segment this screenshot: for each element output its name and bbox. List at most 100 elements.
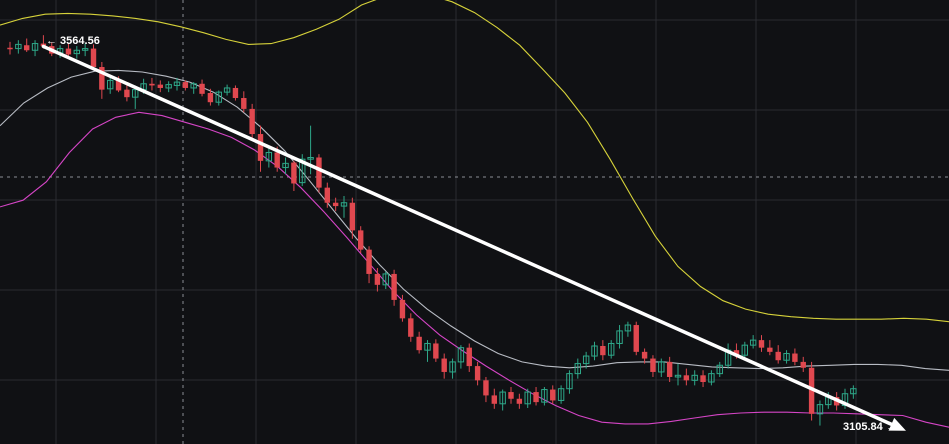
- candle-body-up: [499, 391, 506, 405]
- candle-body-down: [366, 249, 372, 274]
- candle-body-up: [557, 388, 565, 401]
- candle-body-down: [633, 325, 639, 352]
- candle-body-down: [600, 345, 606, 356]
- candle-body-down: [516, 398, 523, 404]
- candle-body-up: [382, 273, 389, 286]
- candle-body-down: [700, 375, 706, 383]
- candles: [7, 35, 857, 426]
- candle-body-down: [650, 358, 656, 372]
- candle-body-down: [207, 92, 214, 103]
- candle-body-up: [307, 156, 314, 160]
- candle-body-down: [374, 273, 381, 285]
- candle-body-up: [716, 364, 723, 375]
- candle-body-up: [541, 389, 548, 403]
- candle-body-up: [591, 345, 598, 357]
- candle-body-down: [641, 351, 648, 359]
- trend-arrow-line: [41, 44, 900, 429]
- candle-body-down: [758, 340, 765, 348]
- candle-body-up: [132, 89, 139, 98]
- bollinger-upper-line: [0, 0, 949, 323]
- candle-body-up: [749, 339, 757, 346]
- candle-body-up: [449, 361, 456, 373]
- candle-body-up: [81, 48, 89, 51]
- candle-body-up: [783, 353, 790, 361]
- candle-body-down: [533, 392, 539, 403]
- candle-body-down: [666, 361, 673, 377]
- candle-body-down: [65, 48, 72, 55]
- low-price-label: 3105.84 →: [843, 421, 897, 433]
- candle-body-up: [424, 342, 431, 351]
- bollinger-bands: [0, 0, 949, 428]
- candle-body-down: [291, 162, 297, 184]
- candle-body-down: [349, 202, 356, 231]
- price-labels: ← 3564.56 3105.84 →: [46, 35, 897, 433]
- candle-body-up: [215, 91, 222, 103]
- trend-arrow: [41, 44, 906, 431]
- candle-body-up: [340, 202, 348, 207]
- candle-body-down: [124, 89, 130, 98]
- candle-body-up: [608, 342, 615, 356]
- candle-body-down: [416, 336, 422, 351]
- candle-body-down: [491, 395, 497, 404]
- candle-body-up: [31, 43, 39, 51]
- candle-body-down: [316, 157, 322, 188]
- candle-body-down: [466, 347, 472, 367]
- candle-body-up: [850, 388, 857, 395]
- candle-body-up: [299, 158, 306, 184]
- candle-body-down: [358, 230, 364, 250]
- candle-body-down: [433, 343, 439, 359]
- candle-body-down: [441, 358, 447, 372]
- bollinger-middle-line: [0, 69, 949, 371]
- candle-body-up: [816, 404, 824, 415]
- candle-body-down: [90, 48, 97, 68]
- candle-body-up: [265, 151, 273, 162]
- candle-body-up: [616, 330, 623, 344]
- candle-body-up: [624, 324, 632, 332]
- candle-body-up: [165, 84, 172, 89]
- candle-body-down: [99, 67, 105, 90]
- candle-body-down: [683, 375, 690, 381]
- trend-arrow-head: [888, 417, 906, 431]
- candle-body-down: [274, 152, 280, 168]
- candle-body-up: [173, 81, 181, 86]
- candle-body-up: [282, 162, 289, 169]
- candle-body-up: [223, 87, 231, 93]
- candle-body-down: [199, 83, 205, 94]
- candle-body-down: [7, 47, 13, 50]
- candle-body-down: [157, 84, 163, 88]
- candle-body-down: [232, 87, 239, 99]
- candle-body-up: [574, 363, 581, 375]
- candle-body-up: [708, 373, 715, 383]
- candle-body-up: [190, 83, 197, 89]
- candle-body-down: [808, 367, 815, 414]
- candle-body-down: [332, 202, 339, 207]
- candle-body-down: [733, 350, 740, 356]
- candle-body-up: [73, 49, 80, 55]
- candle-body-up: [15, 43, 22, 50]
- candle-body-down: [149, 83, 155, 86]
- candle-body-up: [674, 374, 682, 378]
- candle-body-up: [741, 344, 748, 356]
- candle-body-up: [107, 79, 114, 90]
- candle-body-down: [550, 389, 556, 401]
- candle-body-down: [115, 80, 122, 91]
- candle-body-down: [399, 299, 406, 319]
- candle-body-up: [691, 374, 698, 381]
- candle-body-up: [524, 391, 531, 405]
- candle-body-down: [800, 361, 806, 368]
- candle-body-down: [792, 353, 798, 362]
- candle-body-down: [391, 273, 397, 300]
- candle-body-up: [566, 373, 573, 390]
- candle-body-up: [457, 347, 465, 363]
- candle-body-down: [483, 380, 489, 396]
- candle-body-down: [182, 82, 189, 88]
- candle-body-down: [257, 134, 264, 161]
- candle-body-down: [324, 187, 330, 203]
- candle-body-up: [582, 355, 590, 365]
- candle-body-down: [474, 366, 481, 381]
- candle-body-down: [249, 108, 255, 135]
